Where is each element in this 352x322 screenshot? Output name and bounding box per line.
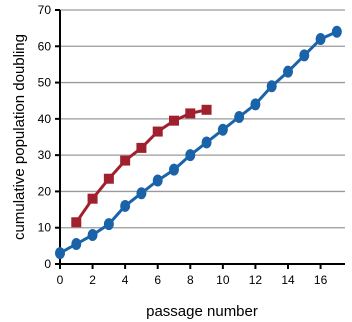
x-tick-label: 8 bbox=[187, 273, 194, 287]
data-point bbox=[201, 136, 212, 149]
series-2 bbox=[55, 25, 342, 260]
x-tick-label: 14 bbox=[281, 273, 295, 287]
data-point bbox=[120, 155, 131, 166]
data-point bbox=[120, 199, 131, 212]
y-axis-title: cumulative population doubling bbox=[11, 34, 28, 240]
data-point bbox=[169, 115, 179, 126]
data-point bbox=[266, 80, 277, 93]
data-point bbox=[55, 247, 65, 260]
data-point bbox=[283, 65, 293, 78]
series-1 bbox=[71, 104, 212, 228]
data-point bbox=[185, 149, 196, 162]
series-line bbox=[59, 30, 338, 255]
y-tick-label: 70 bbox=[38, 3, 52, 17]
data-point bbox=[201, 104, 212, 115]
data-point bbox=[136, 187, 147, 200]
series-layer bbox=[55, 25, 342, 260]
y-tick-label: 40 bbox=[38, 112, 52, 126]
data-point bbox=[87, 228, 98, 241]
y-tick-label: 10 bbox=[38, 221, 52, 235]
data-point bbox=[299, 49, 310, 62]
data-point bbox=[315, 33, 326, 46]
x-tick-label: 6 bbox=[154, 273, 161, 287]
data-point bbox=[234, 111, 245, 124]
x-tick-label: 16 bbox=[314, 273, 328, 287]
data-point bbox=[185, 108, 196, 119]
data-point bbox=[136, 142, 147, 153]
x-tick-label: 12 bbox=[249, 273, 263, 287]
data-point bbox=[71, 217, 82, 228]
data-point bbox=[169, 163, 179, 176]
data-point bbox=[71, 238, 82, 251]
series-line bbox=[75, 108, 207, 224]
data-point bbox=[87, 193, 98, 204]
x-axis-title: passage number bbox=[146, 303, 258, 320]
data-point bbox=[152, 174, 163, 187]
data-point bbox=[331, 25, 342, 38]
data-point bbox=[103, 173, 114, 184]
x-tick-label: 0 bbox=[57, 273, 64, 287]
y-tick-label: 0 bbox=[44, 257, 51, 271]
data-point bbox=[250, 98, 261, 111]
x-tick-label: 2 bbox=[89, 273, 96, 287]
y-tick-label: 20 bbox=[38, 184, 52, 198]
y-tick-label: 60 bbox=[38, 39, 52, 53]
x-tick-label: 4 bbox=[122, 273, 129, 287]
gridlines bbox=[60, 9, 345, 229]
tick-labels: 0 10 20 30 40 50 60 70 0 2 4 6 8 10 12 14 16 bbox=[38, 3, 328, 287]
axes bbox=[55, 9, 345, 269]
y-tick-label: 50 bbox=[38, 76, 52, 90]
data-point bbox=[103, 218, 114, 231]
data-point bbox=[217, 123, 228, 136]
x-tick-label: 10 bbox=[216, 273, 230, 287]
y-tick-label: 30 bbox=[38, 148, 52, 162]
data-point bbox=[152, 126, 163, 137]
